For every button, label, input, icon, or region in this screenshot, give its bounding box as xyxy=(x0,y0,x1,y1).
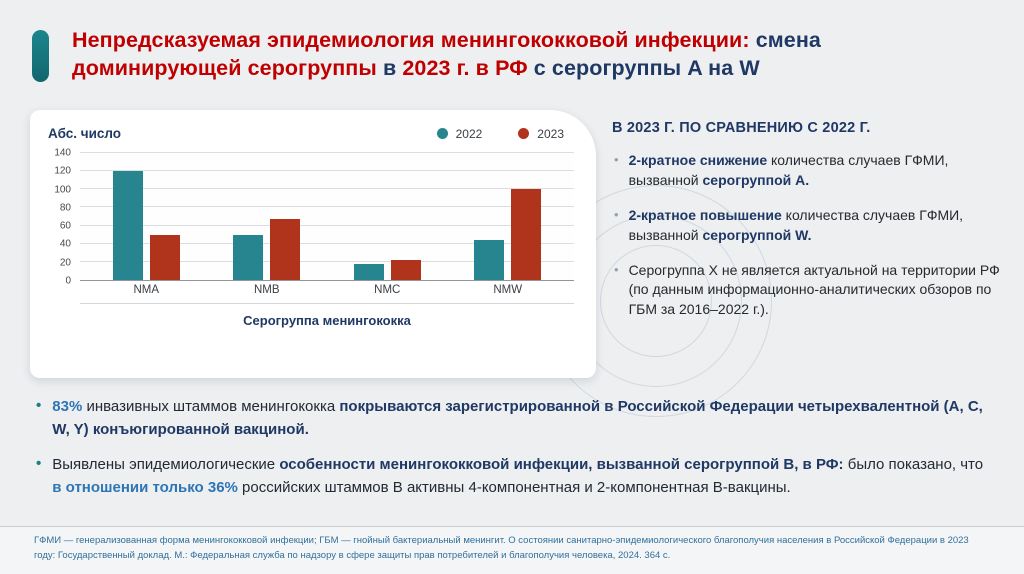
text-run: инвазивных штаммов менингококка xyxy=(82,398,340,415)
footer-divider xyxy=(0,526,1024,527)
text-run: в xyxy=(382,56,403,81)
bar-group-NMW xyxy=(474,153,542,280)
bullet-marker: • xyxy=(36,455,42,472)
chart-body: 0 20 40 60 80 100 120 140 xyxy=(48,148,574,287)
gridline xyxy=(80,170,574,172)
text-run: было показано, что xyxy=(843,456,984,473)
y-tick-0: 0 xyxy=(65,275,71,287)
bullet-marker: • xyxy=(614,152,619,167)
key-point-bullet: • Выявлены эпидемиологические особенности… xyxy=(34,454,992,499)
bullet-text: 83% инвазивных штаммов менингококка покр… xyxy=(52,396,992,441)
x-label-NMW: NMW xyxy=(493,284,523,296)
bullet-marker: • xyxy=(614,261,619,277)
y-tick-140: 140 xyxy=(54,147,71,159)
comparison-panel: В 2023 Г. ПО СРАВНЕНИЮ С 2022 Г. • 2-крат… xyxy=(612,120,1010,320)
bar-2022-NMC xyxy=(353,263,384,280)
comparison-heading: В 2023 Г. ПО СРАВНЕНИЮ С 2022 Г. xyxy=(612,120,871,136)
text-run: Непредсказуемая эпидемиология менингокок… xyxy=(72,28,756,52)
bar-2022-NMB xyxy=(233,234,264,280)
text-run: Серогруппа X не является актуальной на т… xyxy=(628,261,1000,318)
x-axis-labels: NMA NMB NMC NMW xyxy=(80,284,574,304)
footnote-text: ГФМИ — генерализованная форма менингокок… xyxy=(34,535,969,562)
chart-y-axis-title: Абс. число xyxy=(48,126,122,141)
y-tick-40: 40 xyxy=(59,238,71,250)
text-run: 83% xyxy=(52,398,83,415)
y-axis-spacer xyxy=(48,284,80,304)
x-label-NMC: NMC xyxy=(374,284,401,296)
legend-dot-2023 xyxy=(518,128,530,139)
footer-strip xyxy=(0,527,1024,574)
comparison-bullet: • 2-кратное снижение количества случаев Г… xyxy=(612,151,1010,191)
y-tick-80: 80 xyxy=(59,202,71,214)
gridline xyxy=(80,188,574,190)
bar-2023-NMB xyxy=(270,219,301,280)
chart-x-axis-title: Серогруппа менингококка xyxy=(243,313,411,328)
text-run: Выявлены эпидемиологические xyxy=(52,456,280,473)
legend-label-2022: 2022 xyxy=(455,126,483,141)
bar-group-NMB xyxy=(233,153,301,280)
chart-legend: 2022 2023 xyxy=(436,126,564,141)
bar-groups xyxy=(80,153,574,280)
text-run: российских штаммов B активны 4-компонент… xyxy=(237,478,791,496)
y-tick-120: 120 xyxy=(54,165,71,177)
gridline xyxy=(80,224,574,226)
bullet-text: Выявлены эпидемиологические особенности … xyxy=(52,454,992,499)
bar-group-NMA xyxy=(112,153,180,280)
legend-label-2023: 2023 xyxy=(537,126,564,141)
gridline xyxy=(80,152,574,153)
y-tick-100: 100 xyxy=(54,184,71,196)
chart-card: Абс. число 2022 2023 0 20 40 60 80 100 120 140 N… xyxy=(30,110,596,378)
comparison-bullet: • 2-кратное повышение количества случаев … xyxy=(612,206,1010,246)
key-points-section: • 83% инвазивных штаммов менингококка пок… xyxy=(34,396,992,499)
gridline xyxy=(80,206,574,208)
text-run: доминирующей серогруппы xyxy=(72,56,383,81)
text-run: 2-кратное повышение xyxy=(628,206,782,223)
x-axis-row: NMA NMB NMC NMW xyxy=(48,284,574,304)
legend-item-2022: 2022 xyxy=(436,126,483,141)
y-tick-60: 60 xyxy=(59,220,71,232)
comparison-bullet: • Серогруппа X не является актуальной на … xyxy=(612,261,1010,321)
key-point-bullet: • 83% инвазивных штаммов менингококка пок… xyxy=(34,396,992,441)
bullet-text: 2-кратное снижение количества случаев ГФ… xyxy=(629,151,1010,191)
text-run: серогруппой W. xyxy=(702,226,812,243)
gridline xyxy=(80,242,574,244)
bullet-marker: • xyxy=(614,206,619,222)
bar-2023-NMW xyxy=(511,189,542,280)
text-run: 2-кратное снижение xyxy=(628,152,768,168)
y-axis-ticks: 0 20 40 60 80 100 120 140 xyxy=(48,148,80,287)
legend-dot-2022 xyxy=(436,128,448,139)
text-run: смена xyxy=(755,28,821,52)
text-run: с серогруппы A на W xyxy=(533,56,760,81)
text-run: покрываются зарегистрированной в Российс… xyxy=(52,398,983,438)
page-title: Непредсказуемая эпидемиология менингокок… xyxy=(72,26,992,83)
bullet-text: Серогруппа X не является актуальной на т… xyxy=(629,261,1010,321)
text-run: в отношении только 36% xyxy=(52,478,238,496)
title-accent-bar xyxy=(32,30,49,82)
y-tick-20: 20 xyxy=(59,257,71,269)
bar-2022-NMA xyxy=(112,171,143,280)
bar-2023-NMA xyxy=(149,234,180,280)
text-run: 2023 г. в РФ xyxy=(402,56,534,81)
bar-group-NMC xyxy=(353,153,421,280)
text-run: количества случаев ГФМИ, вызванной xyxy=(628,206,964,243)
comparison-bullet-list: • 2-кратное снижение количества случаев Г… xyxy=(612,151,1010,320)
bullet-marker: • xyxy=(36,397,42,414)
bar-2022-NMW xyxy=(474,240,505,280)
bar-2023-NMC xyxy=(390,260,421,280)
gridline xyxy=(80,260,574,262)
bullet-text: 2-кратное повышение количества случаев Г… xyxy=(629,206,1010,246)
text-run: серогруппой A. xyxy=(702,171,810,188)
text-run: особенности менингококковой инфекции, вы… xyxy=(279,456,844,473)
x-label-NMA: NMA xyxy=(133,284,160,296)
x-label-NMB: NMB xyxy=(253,284,280,296)
chart-plot xyxy=(80,152,574,281)
text-run: количества случаев ГФМИ, вызванной xyxy=(628,152,949,188)
chart-header: Абс. число 2022 2023 xyxy=(48,126,574,141)
key-points-list: • 83% инвазивных штаммов менингококка пок… xyxy=(34,396,992,499)
legend-item-2023: 2023 xyxy=(518,127,564,141)
